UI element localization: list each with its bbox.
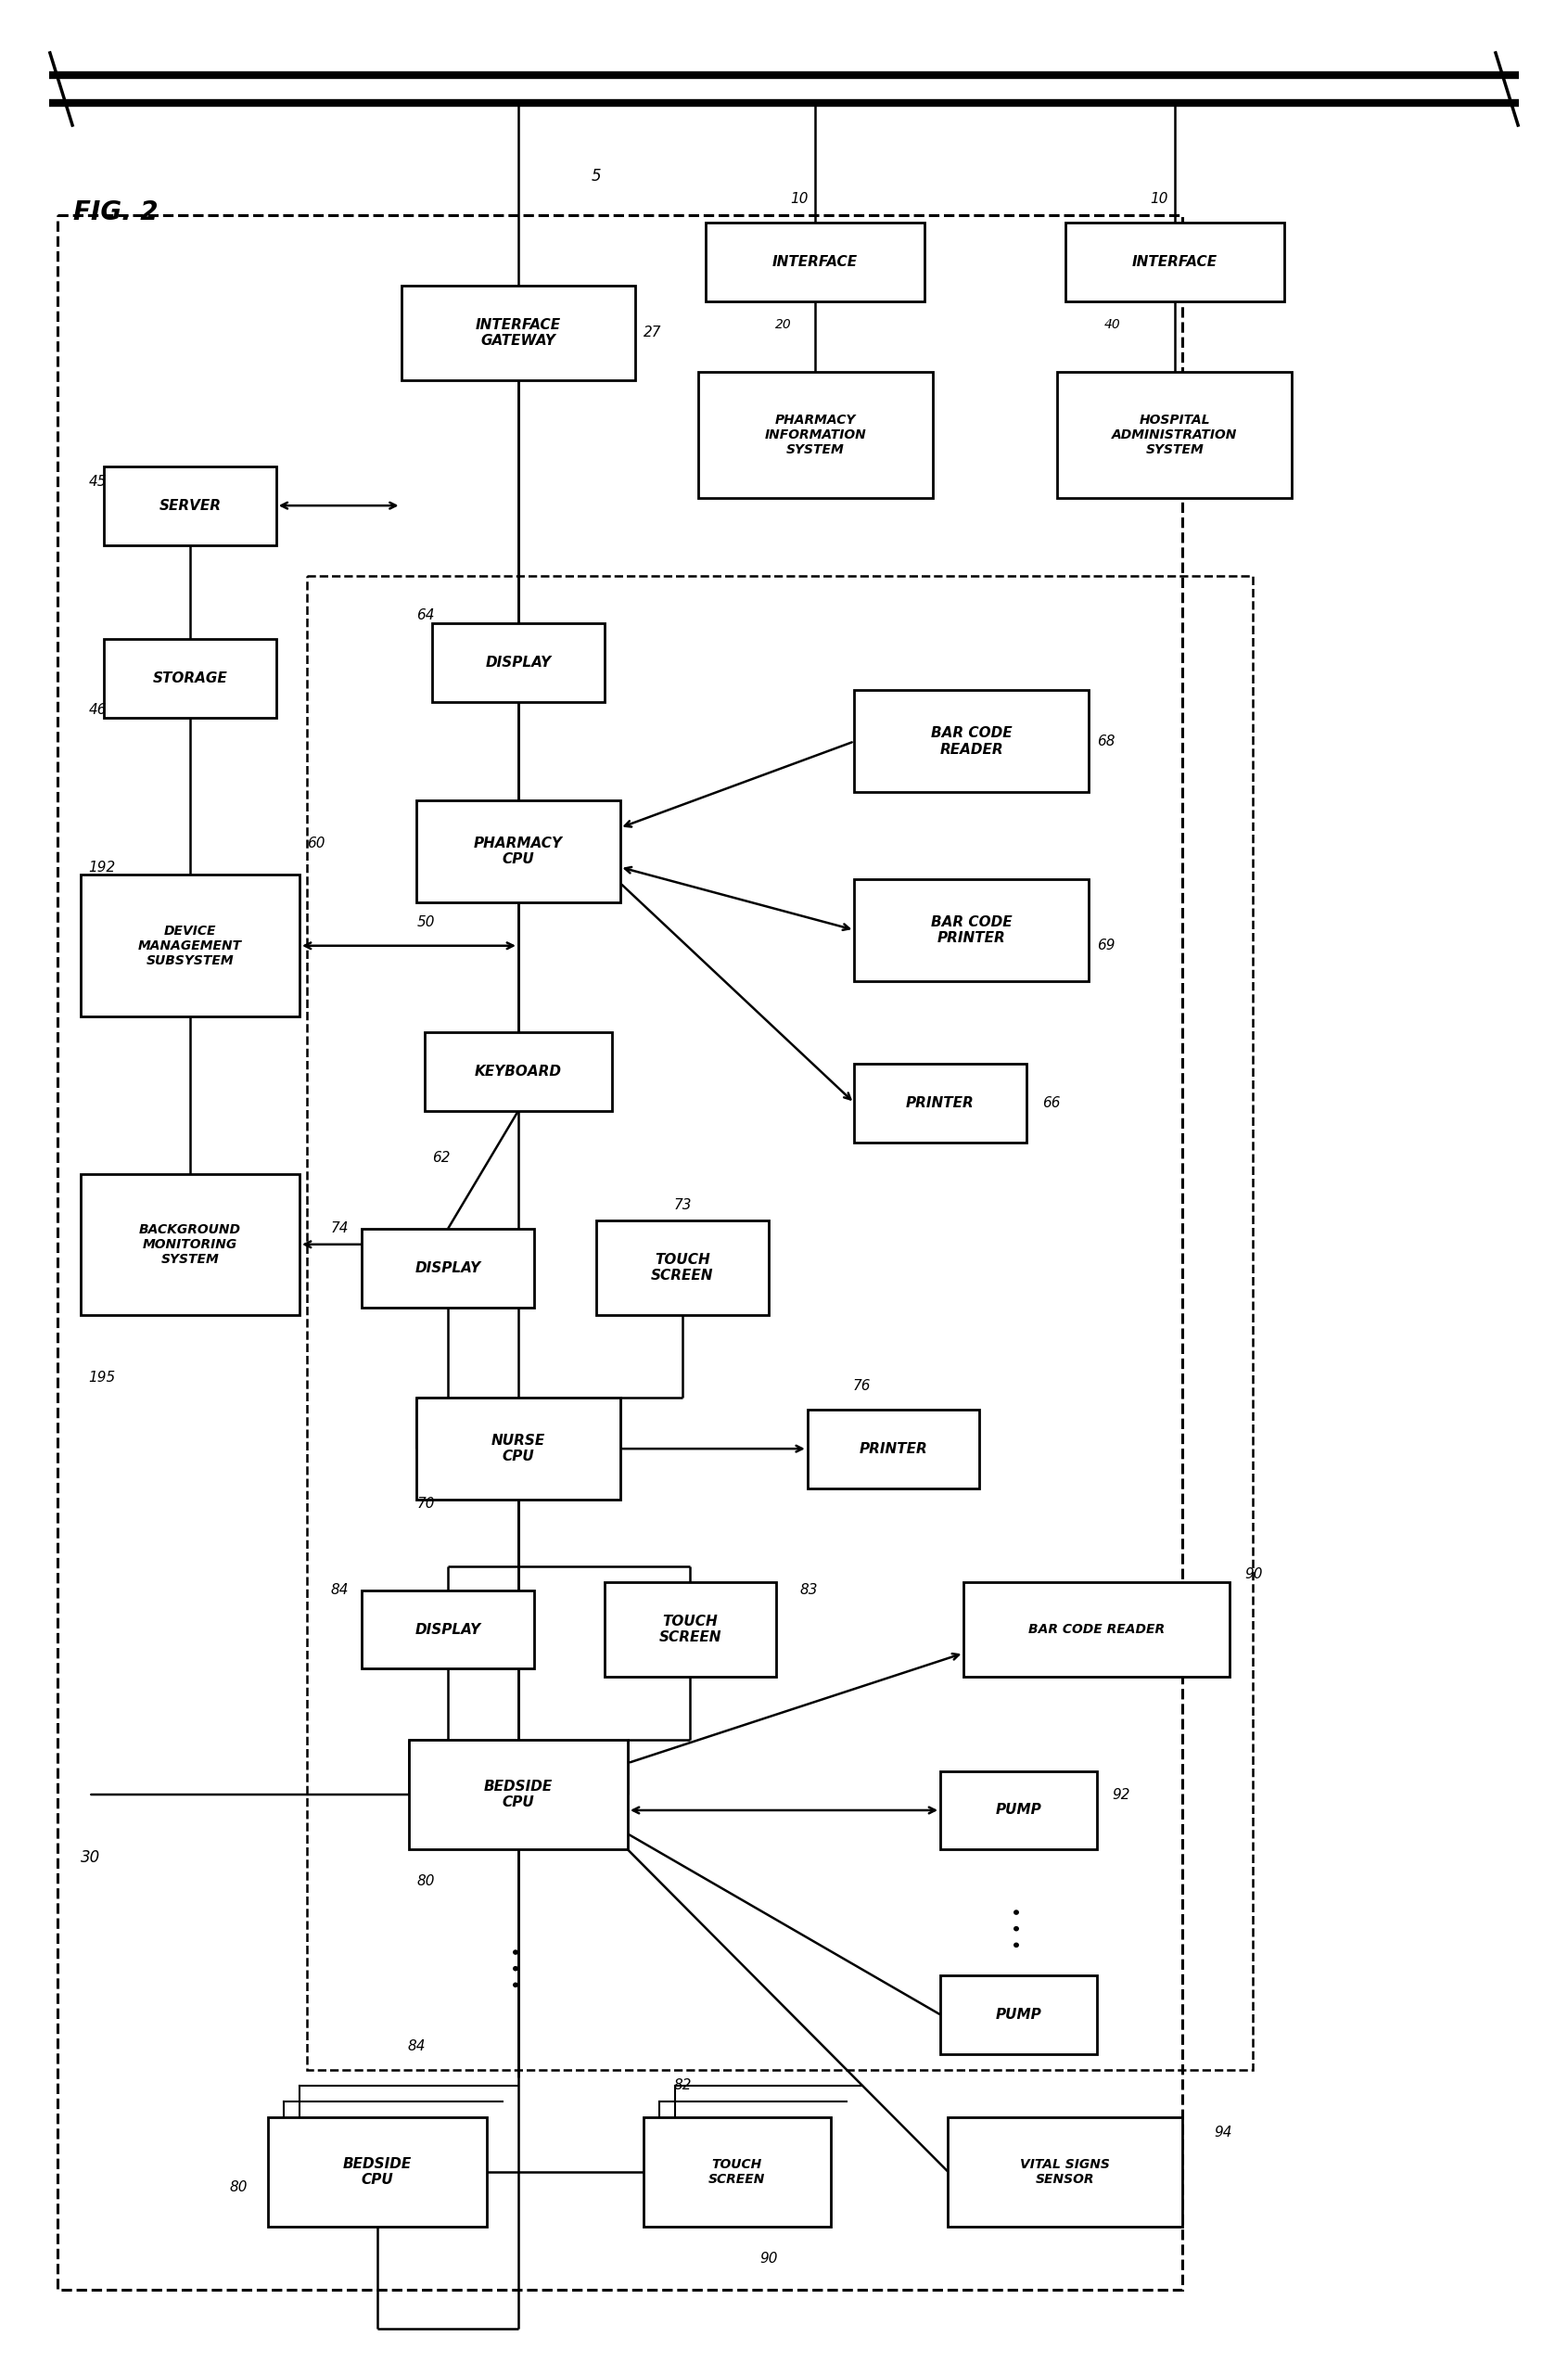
Bar [362, 1590, 535, 1668]
Bar [103, 640, 276, 718]
Bar [417, 801, 619, 903]
Bar [698, 371, 933, 499]
Text: 83: 83 [800, 1583, 817, 1597]
Bar [401, 286, 635, 380]
Text: PUMP: PUMP [996, 1803, 1041, 1817]
Text: 82: 82 [673, 2079, 691, 2091]
Text: 66: 66 [1041, 1096, 1060, 1111]
Text: 27: 27 [643, 326, 662, 340]
Bar [58, 215, 1182, 2290]
Text: INTERFACE
GATEWAY: INTERFACE GATEWAY [475, 317, 561, 347]
Text: KEYBOARD: KEYBOARD [475, 1063, 561, 1078]
Text: 84: 84 [331, 1583, 348, 1597]
Text: • • •: • • • [510, 1945, 527, 1990]
Text: 74: 74 [331, 1222, 348, 1236]
Text: PRINTER: PRINTER [906, 1096, 974, 1111]
Text: 68: 68 [1096, 735, 1115, 749]
Bar [307, 577, 1253, 2070]
Text: 40: 40 [1104, 319, 1121, 331]
Text: BAR CODE
PRINTER: BAR CODE PRINTER [931, 914, 1013, 945]
Text: 62: 62 [433, 1151, 450, 1165]
Text: STORAGE: STORAGE [152, 671, 227, 685]
Text: TOUCH
SCREEN: TOUCH SCREEN [651, 1252, 713, 1283]
Bar [1057, 371, 1292, 499]
Text: 92: 92 [1112, 1786, 1131, 1801]
Text: 30: 30 [80, 1850, 100, 1867]
Text: 76: 76 [853, 1380, 872, 1392]
Text: 73: 73 [673, 1198, 691, 1212]
Text: 90: 90 [1245, 1567, 1264, 1581]
Text: 10: 10 [1149, 191, 1168, 206]
Bar [80, 1174, 299, 1316]
Bar [596, 1222, 768, 1316]
Text: TOUCH
SCREEN: TOUCH SCREEN [709, 2157, 765, 2186]
Bar [417, 1397, 619, 1501]
Text: 64: 64 [417, 610, 434, 621]
Bar [409, 1739, 627, 1850]
Text: 80: 80 [229, 2181, 248, 2195]
Text: DISPLAY: DISPLAY [416, 1623, 481, 1638]
Bar [941, 1975, 1096, 2053]
Text: PHARMACY
CPU: PHARMACY CPU [474, 837, 563, 867]
Bar [808, 1408, 980, 1489]
Text: DISPLAY: DISPLAY [486, 657, 552, 669]
Text: DISPLAY: DISPLAY [416, 1262, 481, 1276]
Text: 90: 90 [759, 2252, 778, 2266]
Bar [706, 222, 925, 300]
Text: 195: 195 [88, 1371, 116, 1385]
Text: 46: 46 [88, 702, 107, 716]
Text: BAR CODE
READER: BAR CODE READER [931, 725, 1013, 756]
Text: 10: 10 [790, 191, 809, 206]
Bar [268, 2117, 488, 2226]
Text: • • •: • • • [1010, 1907, 1027, 1949]
Bar [433, 624, 604, 702]
Text: HOSPITAL
ADMINISTRATION
SYSTEM: HOSPITAL ADMINISTRATION SYSTEM [1112, 414, 1237, 456]
Text: INTERFACE: INTERFACE [1132, 255, 1217, 269]
Text: BACKGROUND
MONITORING
SYSTEM: BACKGROUND MONITORING SYSTEM [140, 1224, 241, 1267]
Bar [855, 1063, 1025, 1141]
Bar [855, 879, 1088, 981]
Text: BEDSIDE
CPU: BEDSIDE CPU [485, 1779, 554, 1810]
Text: 80: 80 [417, 1874, 434, 1888]
Text: PRINTER: PRINTER [859, 1441, 928, 1456]
Text: NURSE
CPU: NURSE CPU [491, 1434, 546, 1463]
Bar [941, 1770, 1096, 1850]
Text: 70: 70 [417, 1496, 434, 1510]
Bar [425, 1033, 612, 1111]
Text: PHARMACY
INFORMATION
SYSTEM: PHARMACY INFORMATION SYSTEM [764, 414, 866, 456]
Bar [1065, 222, 1284, 300]
Text: 192: 192 [88, 860, 116, 874]
Bar [604, 1583, 776, 1678]
Text: 5: 5 [591, 168, 602, 184]
Text: INTERFACE: INTERFACE [773, 255, 858, 269]
Text: 94: 94 [1214, 2127, 1232, 2139]
Text: 84: 84 [408, 2039, 426, 2053]
Text: TOUCH
SCREEN: TOUCH SCREEN [659, 1614, 721, 1645]
Text: 20: 20 [775, 319, 792, 331]
Text: VITAL SIGNS
SENSOR: VITAL SIGNS SENSOR [1021, 2157, 1110, 2186]
Text: FIG. 2: FIG. 2 [72, 198, 158, 224]
Text: 60: 60 [307, 837, 326, 851]
Text: SERVER: SERVER [158, 499, 221, 513]
Text: PUMP: PUMP [996, 2009, 1041, 2023]
Bar [643, 2117, 831, 2226]
Text: 45: 45 [88, 475, 107, 489]
Bar [103, 466, 276, 546]
Text: 50: 50 [417, 914, 434, 929]
Bar [964, 1583, 1229, 1678]
Bar [80, 874, 299, 1016]
Bar [855, 690, 1088, 792]
Text: 69: 69 [1096, 938, 1115, 952]
Text: DEVICE
MANAGEMENT
SUBSYSTEM: DEVICE MANAGEMENT SUBSYSTEM [138, 924, 241, 966]
Text: BAR CODE READER: BAR CODE READER [1029, 1623, 1165, 1635]
Bar [949, 2117, 1182, 2226]
Bar [362, 1229, 535, 1307]
Text: BEDSIDE
CPU: BEDSIDE CPU [343, 2157, 412, 2186]
